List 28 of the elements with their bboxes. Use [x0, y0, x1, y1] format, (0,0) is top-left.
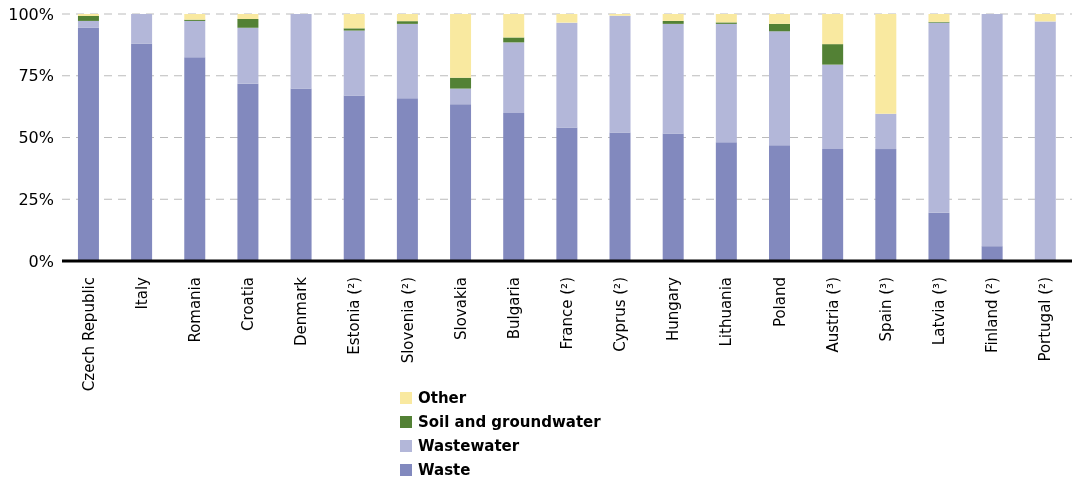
x-tick-label: Hungary: [664, 276, 683, 342]
x-tick-label: Cyprus (²): [611, 277, 630, 352]
x-tick-label: Denmark: [292, 276, 311, 346]
x-tick-label: Slovenia (²): [398, 277, 417, 364]
x-tick-label: Finland (²): [983, 277, 1002, 354]
x-tick-label: Czech Republic: [79, 277, 98, 392]
x-tick-label: Romania: [185, 277, 204, 343]
legend-label: Other: [417, 388, 467, 409]
y-tick-label: 0%: [28, 251, 54, 271]
x-tick-label: Italy: [132, 276, 151, 310]
x-tick-label: Slovakia: [451, 277, 470, 340]
y-tick-label: 50%: [18, 128, 54, 148]
x-tick-label: Bulgaria: [504, 277, 523, 340]
x-tick-label: Portugal (²): [1036, 277, 1055, 362]
legend-label: Wastewater: [417, 436, 520, 457]
x-tick-label: Poland: [770, 277, 789, 328]
x-tick-label: Austria (³): [823, 277, 842, 353]
y-tick-label: 25%: [18, 189, 54, 209]
x-tick-label: Spain (³): [876, 277, 895, 342]
legend-label: Waste: [417, 460, 471, 481]
x-tick-label: Lithuania: [717, 277, 736, 347]
y-tick-label: 100%: [8, 4, 54, 24]
y-tick-label: 75%: [18, 66, 54, 86]
x-tick-label: Estonia (²): [345, 277, 364, 355]
x-tick-label: Latvia (³): [930, 277, 949, 346]
x-tick-label: France (²): [558, 277, 576, 350]
x-tick-label: Croatia: [239, 277, 258, 331]
legend-label: Soil and groundwater: [417, 412, 601, 433]
